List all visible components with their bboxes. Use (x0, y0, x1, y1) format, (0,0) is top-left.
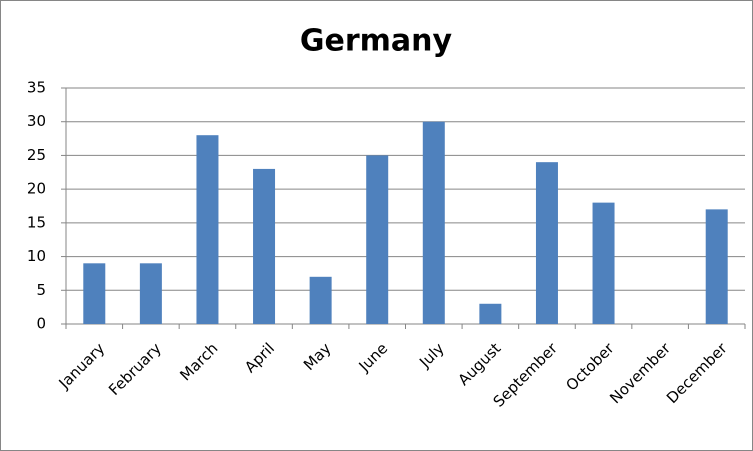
bar (535, 162, 558, 324)
bar (705, 209, 728, 324)
chart-title: Germany (300, 24, 453, 59)
y-tick-label: 10 (27, 247, 46, 265)
y-tick-label: 35 (27, 79, 46, 97)
bar (592, 202, 615, 324)
bar (366, 155, 389, 324)
bar (479, 303, 502, 324)
bar (253, 168, 276, 324)
y-tick-label: 5 (36, 281, 46, 299)
y-tick-label: 0 (36, 315, 46, 333)
bar (422, 121, 445, 324)
y-tick-label: 25 (27, 146, 46, 164)
y-tick-label: 30 (27, 112, 46, 130)
bar (196, 135, 219, 324)
bar (309, 276, 332, 324)
bar (83, 263, 106, 324)
bar (139, 263, 162, 324)
y-tick-label: 20 (27, 180, 46, 198)
y-tick-label: 15 (27, 213, 46, 231)
